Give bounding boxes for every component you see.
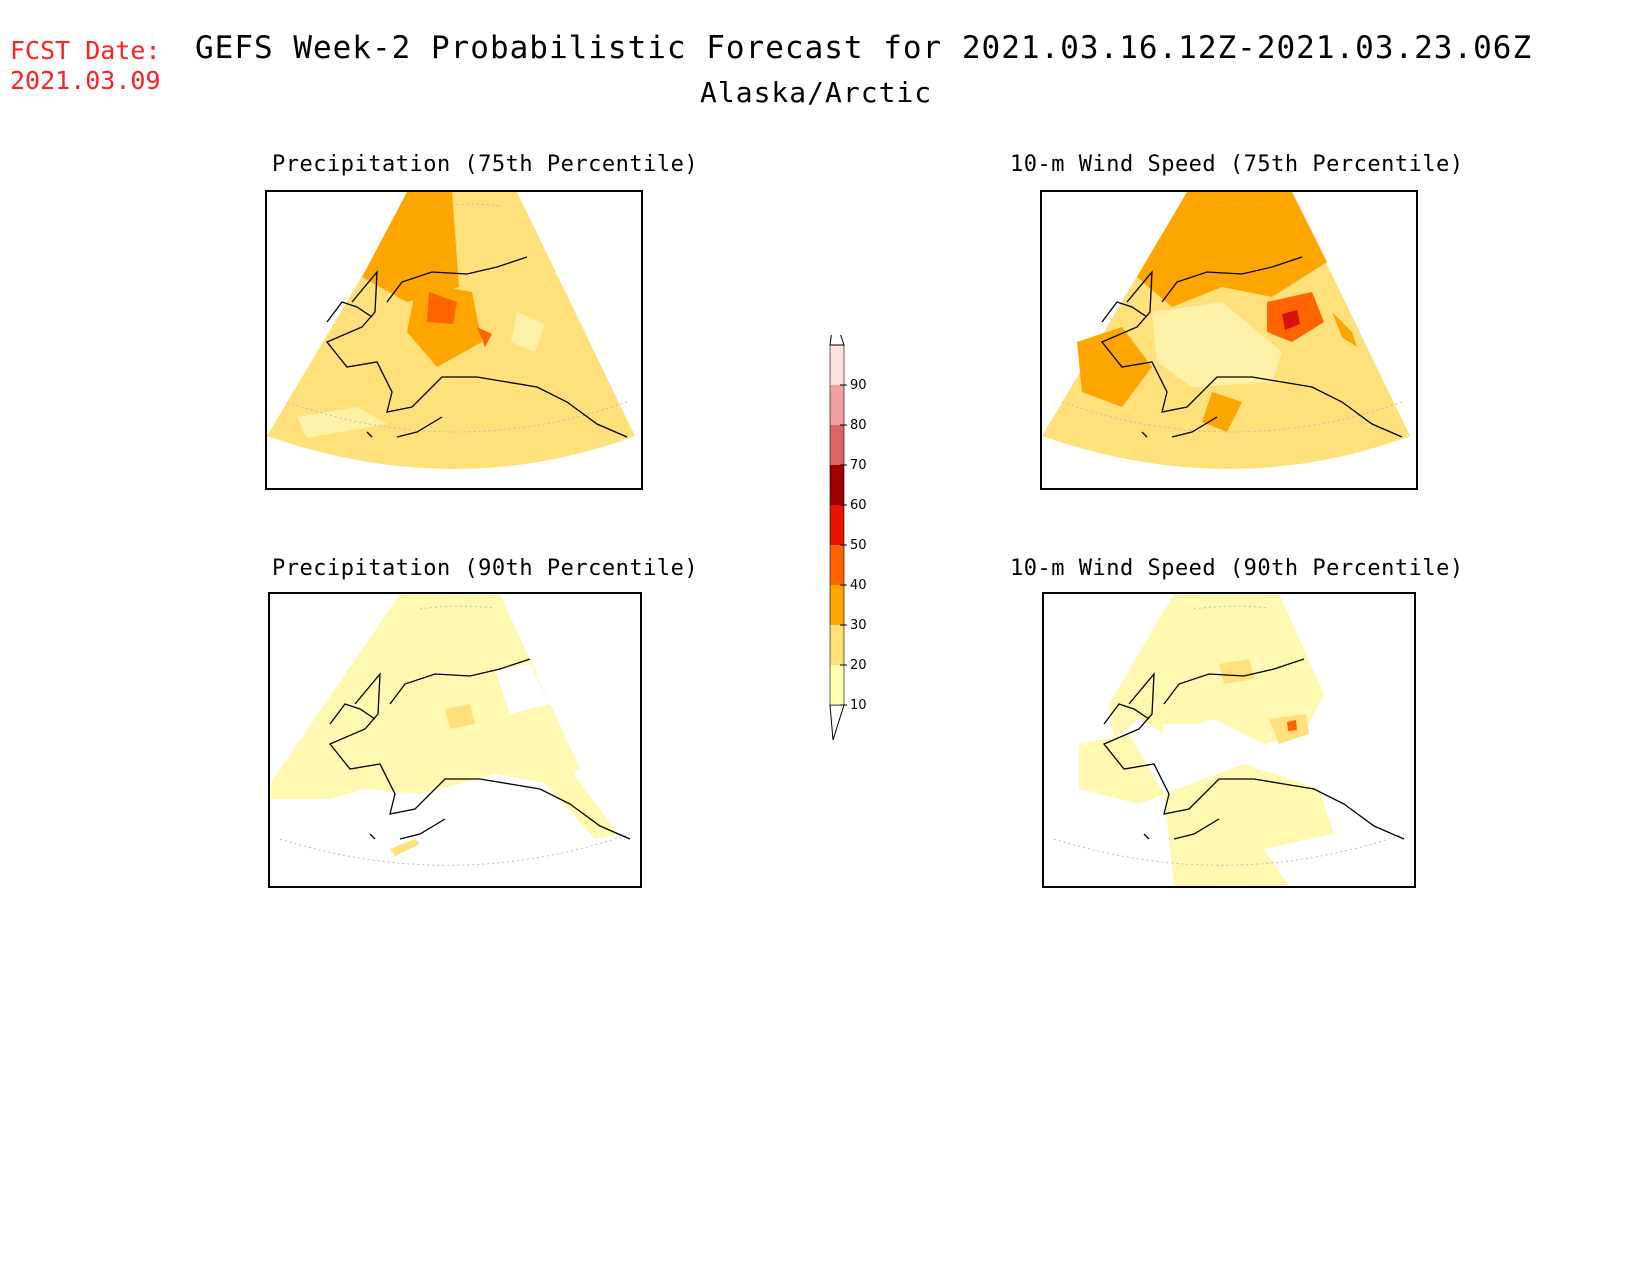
probability-area-40-50 bbox=[427, 292, 457, 324]
colorbar-swatch bbox=[830, 665, 844, 705]
graticule bbox=[1206, 203, 1278, 208]
probability-area-30-40 bbox=[1332, 312, 1357, 347]
probability-area-10-20 bbox=[1109, 594, 1324, 744]
coastline bbox=[1102, 672, 1405, 840]
wind-90-map bbox=[1053, 594, 1405, 886]
wind-75-map bbox=[1042, 192, 1410, 469]
low-probability-area bbox=[1159, 724, 1239, 769]
panel-title-precip-90: Precipitation (90th Percentile) bbox=[272, 556, 699, 581]
coastline bbox=[1143, 818, 1220, 840]
colorbar-swatch bbox=[830, 625, 844, 665]
graticule bbox=[431, 203, 503, 208]
coastline bbox=[1103, 703, 1150, 725]
coastline bbox=[1161, 256, 1303, 303]
probability-area-10-20 bbox=[545, 769, 618, 839]
colorbar-swatch bbox=[830, 385, 844, 425]
panel-title-precip-75: Precipitation (75th Percentile) bbox=[272, 152, 699, 177]
panel-title-wind-90: 10-m Wind Speed (90th Percentile) bbox=[1010, 556, 1464, 581]
colorbar-tick-label: 60 bbox=[850, 498, 867, 513]
probability-area-30-40 bbox=[407, 282, 482, 367]
probability-area-10-20 bbox=[297, 407, 387, 438]
colorbar-swatch bbox=[830, 425, 844, 465]
colorbar-swatch bbox=[830, 465, 844, 505]
forecast-date-value: 2021.03.09 bbox=[10, 66, 161, 95]
panel-title-wind-75: 10-m Wind Speed (75th Percentile) bbox=[1010, 152, 1464, 177]
colorbar-tick-label: 40 bbox=[850, 578, 867, 593]
probability-area-10-20 bbox=[1152, 302, 1282, 387]
colorbar: 10 20 30 40 50 60 70 80 90 bbox=[820, 314, 880, 749]
graticule bbox=[286, 401, 628, 433]
probability-area-20-30 bbox=[1219, 659, 1254, 684]
graticule bbox=[1061, 401, 1403, 433]
precip-90-map bbox=[270, 594, 631, 866]
colorbar-swatch bbox=[830, 585, 844, 625]
colorbar-tick-label: 80 bbox=[850, 418, 867, 433]
coastline bbox=[326, 301, 373, 323]
colorbar-swatch bbox=[830, 505, 844, 545]
probability-area-40-50 bbox=[1287, 720, 1297, 731]
low-probability-area bbox=[495, 664, 550, 714]
probability-area-50-60 bbox=[1282, 310, 1300, 330]
precip-75-map bbox=[267, 192, 635, 469]
coastline bbox=[329, 703, 376, 725]
probability-area-40-50 bbox=[477, 327, 492, 347]
coastline bbox=[389, 658, 531, 705]
probability-area-20-30 bbox=[445, 704, 475, 729]
coastline bbox=[386, 256, 528, 303]
colorbar-tick-label: 90 bbox=[850, 378, 867, 393]
colorbar-top-cap bbox=[829, 314, 845, 346]
graticule bbox=[1193, 605, 1270, 610]
forecast-date-block: FCST Date: 2021.03.09 bbox=[10, 36, 161, 96]
probability-area-10-20 bbox=[1164, 764, 1334, 886]
probability-area-10-20 bbox=[270, 594, 580, 799]
main-title: GEFS Week-2 Probabilistic Forecast for 2… bbox=[195, 30, 1533, 66]
graticule bbox=[419, 605, 496, 610]
coastline bbox=[369, 818, 446, 840]
coastline bbox=[366, 416, 443, 438]
map-panel-precip-90 bbox=[268, 592, 642, 888]
colorbar-tick-label: 20 bbox=[850, 658, 867, 673]
colorbar-bottom-cap bbox=[829, 704, 845, 741]
colorbar-swatch bbox=[830, 345, 844, 385]
probability-area-20-30 bbox=[390, 839, 420, 856]
colorbar-tick-label: 30 bbox=[850, 618, 867, 633]
coastline bbox=[1100, 270, 1403, 438]
probability-area-30-40 bbox=[1077, 327, 1152, 407]
coastline bbox=[325, 270, 628, 438]
probability-area-30-40 bbox=[1202, 392, 1242, 432]
probability-area-10-20 bbox=[511, 312, 545, 352]
colorbar-swatch bbox=[830, 545, 844, 585]
coastline bbox=[1163, 658, 1305, 705]
colorbar-tick-label: 70 bbox=[850, 458, 867, 473]
forecast-date-label: FCST Date: bbox=[10, 36, 161, 65]
probability-area-10-20 bbox=[1079, 734, 1164, 804]
map-panel-wind-75 bbox=[1040, 190, 1418, 490]
coastline bbox=[328, 672, 631, 840]
probability-area-30-40 bbox=[1137, 192, 1327, 307]
colorbar-svg: 10 20 30 40 50 60 70 80 90 bbox=[829, 314, 867, 741]
map-panel-wind-90 bbox=[1042, 592, 1416, 888]
probability-area-30-40 bbox=[362, 192, 459, 302]
colorbar-tick-label: 10 bbox=[850, 698, 867, 713]
colorbar-outline bbox=[829, 344, 845, 706]
graticule bbox=[279, 833, 631, 866]
colorbar-tick-label: 50 bbox=[850, 538, 867, 553]
region-subtitle: Alaska/Arctic bbox=[700, 76, 933, 109]
coastline bbox=[1141, 416, 1218, 438]
map-panel-precip-75 bbox=[265, 190, 643, 490]
coastline bbox=[1101, 301, 1148, 323]
